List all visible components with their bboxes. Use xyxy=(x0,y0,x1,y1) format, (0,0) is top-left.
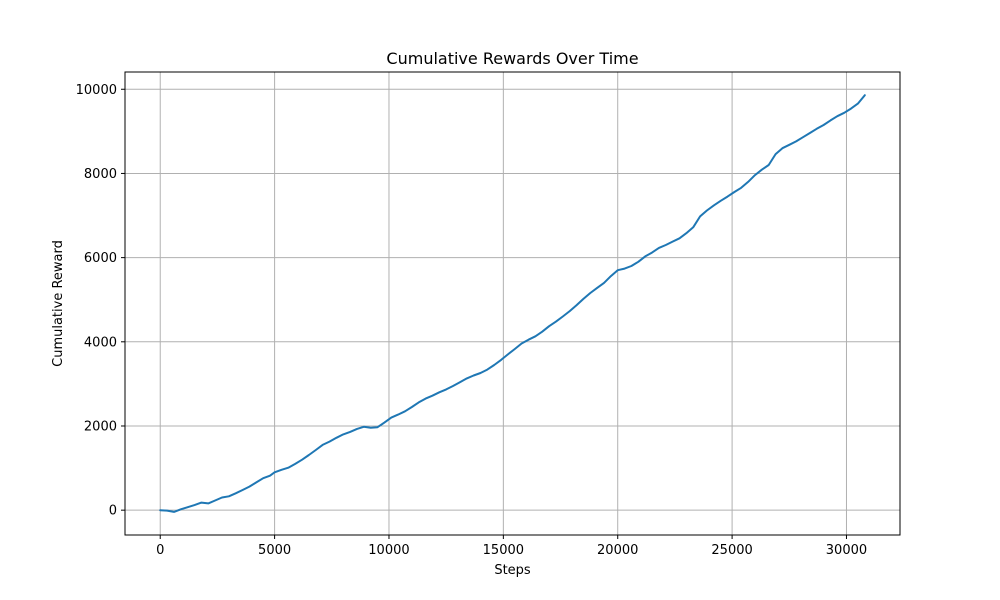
plot-frame xyxy=(124,71,901,536)
y-axis-label: Cumulative Reward xyxy=(51,240,66,367)
series-layer xyxy=(159,94,866,513)
x-tick-label: 25000 xyxy=(711,543,752,558)
y-tick-label: 0 xyxy=(109,504,117,519)
x-tick-label: 15000 xyxy=(483,543,524,558)
ticks-layer: 0 5000 10000 15000 20000 25000 30000 0 2000 4000 6… xyxy=(76,83,868,558)
x-tick-label: 20000 xyxy=(597,543,638,558)
x-tick-label: 5000 xyxy=(258,543,291,558)
x-tick-label: 10000 xyxy=(368,543,409,558)
x-tick-label: 30000 xyxy=(826,543,867,558)
y-tick-label: 6000 xyxy=(84,251,117,266)
y-tick-label: 4000 xyxy=(84,335,117,350)
grid-layer xyxy=(125,72,900,535)
x-axis-label: Steps xyxy=(494,563,531,578)
y-tick-label: 8000 xyxy=(84,167,117,182)
x-tick-label: 0 xyxy=(156,543,164,558)
y-tick-label: 2000 xyxy=(84,419,117,434)
series-line xyxy=(159,94,866,513)
y-tick-label: 10000 xyxy=(76,83,117,98)
chart-title: Cumulative Rewards Over Time xyxy=(386,49,638,68)
